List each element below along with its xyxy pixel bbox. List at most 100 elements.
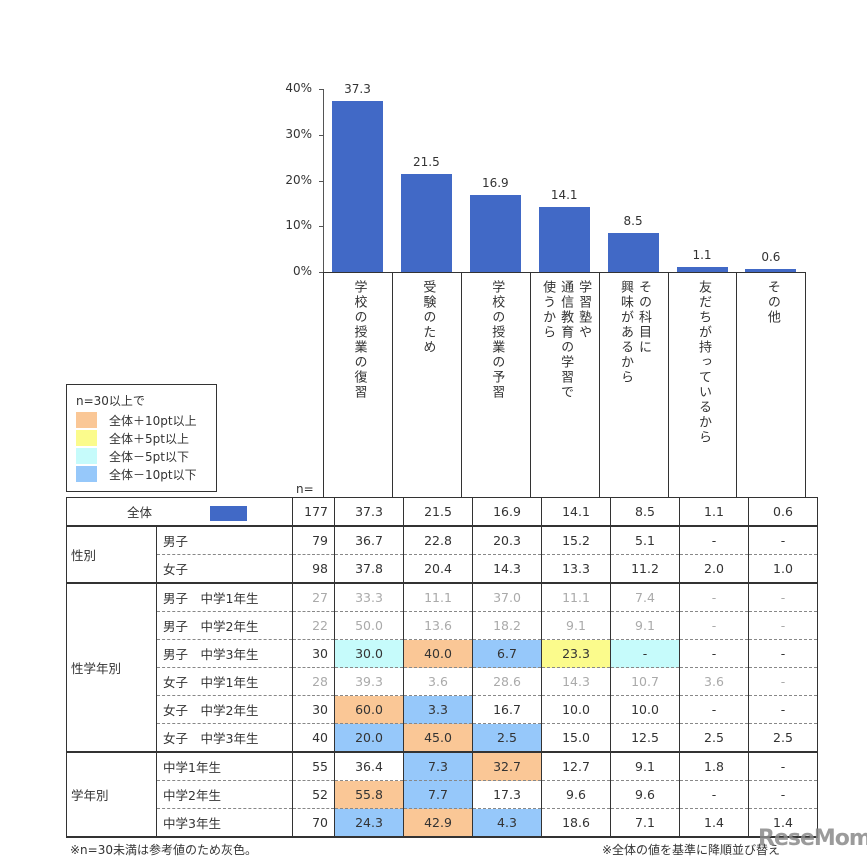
cell-value: 60.0 xyxy=(334,695,404,724)
cell-value: 7.3 xyxy=(403,751,473,781)
cell-value: - xyxy=(610,639,680,668)
cell-value: 5.1 xyxy=(610,525,680,555)
legend-item-plus5: 全体＋5pt以上 xyxy=(76,430,189,446)
y-tick-mark xyxy=(319,134,324,136)
cell-value: 18.6 xyxy=(541,808,611,838)
table-row: 女子 中学2年生 30 60.0 3.3 16.7 10.0 10.0- - xyxy=(67,695,818,724)
legend-label: 全体＋10pt以上 xyxy=(109,413,197,428)
legend-item-minus10: 全体－10pt以下 xyxy=(76,466,197,482)
cell-value: 21.5 xyxy=(403,497,473,526)
legend-swatch-blue xyxy=(76,466,97,482)
cell-value: - xyxy=(748,525,818,555)
bar xyxy=(745,269,797,272)
cell-value: 36.4 xyxy=(334,751,404,781)
footnote-right: ※全体の値を基準に降順並び替え xyxy=(602,843,781,857)
cell-value: - xyxy=(679,582,749,612)
cell-value: 37.8 xyxy=(334,554,404,583)
data-table: 全体 177 37.3 21.5 16.9 14.1 8.5 1.1 0.6 性別 男子 79 36.7… xyxy=(66,497,818,838)
cell-value: 14.3 xyxy=(472,554,542,583)
cell-value: 22.8 xyxy=(403,525,473,555)
y-tick-mark xyxy=(319,180,324,182)
y-tick-label: 10% xyxy=(285,218,312,233)
category-label: その科目に 興味があるから xyxy=(618,280,652,385)
cell-value: 10.0 xyxy=(610,695,680,724)
n-value: 27 xyxy=(292,582,335,612)
table-row-total: 全体 177 37.3 21.5 16.9 14.1 8.5 1.1 0.6 xyxy=(66,497,818,526)
y-tick-mark xyxy=(319,89,324,90)
bar xyxy=(607,233,659,272)
y-tick-mark xyxy=(319,226,324,228)
cell-value: - xyxy=(748,611,818,640)
cell-value: 13.3 xyxy=(541,554,611,583)
cell-value: 12.5 xyxy=(610,723,680,752)
table-row: 中学2年生 52 55.8 7.7 17.3 9.6 9.6- - xyxy=(67,780,818,809)
bar-value-label: 16.9 xyxy=(481,175,509,190)
cell-value: 42.9 xyxy=(403,808,473,838)
cell-value: - xyxy=(748,667,818,696)
group-label: 学年別 xyxy=(66,751,157,838)
total-bar-swatch xyxy=(210,506,248,521)
n-value: 40 xyxy=(292,723,335,752)
legend-title: n=30以上で xyxy=(76,394,145,408)
bar xyxy=(400,173,452,272)
bar xyxy=(676,266,728,272)
cell-value: 16.7 xyxy=(472,695,542,724)
bar-value-label: 21.5 xyxy=(413,154,440,169)
cell-value: 7.4 xyxy=(610,582,680,612)
category-divider xyxy=(529,272,531,497)
cell-value: 20.4 xyxy=(403,554,473,583)
category-label: 友だちが持っているから xyxy=(695,280,711,445)
cell-value: - xyxy=(679,780,749,809)
n-header: n= xyxy=(296,482,314,496)
row-label: 中学3年生 xyxy=(156,808,293,838)
x-axis-line xyxy=(323,272,806,273)
row-label: 女子 中学3年生 xyxy=(156,723,293,752)
legend-label: 全体＋5pt以上 xyxy=(109,431,189,446)
legend-item-plus10: 全体＋10pt以上 xyxy=(76,412,197,428)
cell-value: 9.6 xyxy=(610,780,680,809)
y-tick-label: 30% xyxy=(285,126,312,141)
table-row: 性学年別 男子 中学1年生 27 33.3 11.1 37.0 11.1 7.4- - xyxy=(66,582,818,752)
cell-value: 10.0 xyxy=(541,695,611,724)
cell-value: 6.7 xyxy=(472,639,542,668)
y-tick-mark xyxy=(319,272,324,273)
cell-value: 0.6 xyxy=(748,497,818,526)
bar xyxy=(469,194,521,272)
cell-value: 40.0 xyxy=(403,639,473,668)
cell-value: 4.3 xyxy=(472,808,542,838)
n-value: 177 xyxy=(292,497,335,526)
bar xyxy=(332,101,383,272)
bar-value-label: 0.6 xyxy=(761,250,781,265)
table-row: 男子 中学3年生 30 30.0 40.0 6.7 23.3- - - xyxy=(67,639,818,668)
cell-value: 36.7 xyxy=(334,525,404,555)
watermark-logo: ReseMom xyxy=(758,826,867,851)
cell-value: - xyxy=(679,695,749,724)
row-label: 男子 中学1年生 xyxy=(156,582,293,612)
legend-swatch-yellow xyxy=(76,430,97,446)
cell-value: 14.1 xyxy=(541,497,611,526)
cell-value: - xyxy=(748,780,818,809)
cell-value: 7.1 xyxy=(610,808,680,838)
row-label: 男子 中学3年生 xyxy=(156,639,293,668)
cell-value: 37.3 xyxy=(334,497,404,526)
cell-value: - xyxy=(679,639,749,668)
bar-value-label: 37.3 xyxy=(344,82,371,97)
cell-value: 14.3 xyxy=(541,667,611,696)
row-label: 女子 中学1年生 xyxy=(156,667,293,696)
cell-value: 2.5 xyxy=(748,723,818,752)
cell-value: - xyxy=(748,695,818,724)
cell-value: - xyxy=(748,751,818,781)
row-label: 中学1年生 xyxy=(156,751,293,781)
cell-value: 10.7 xyxy=(610,667,680,696)
bar-value-label: 1.1 xyxy=(692,247,712,262)
n-value: 30 xyxy=(292,639,335,668)
group-label: 性別 xyxy=(66,525,157,583)
cell-value: - xyxy=(748,582,818,612)
cell-value: 50.0 xyxy=(334,611,404,640)
cell-value: 33.3 xyxy=(334,582,404,612)
category-divider xyxy=(598,272,600,497)
cell-value: 2.5 xyxy=(679,723,749,752)
legend-swatch-orange xyxy=(76,412,97,428)
category-divider xyxy=(460,272,462,497)
category-divider xyxy=(805,272,807,497)
